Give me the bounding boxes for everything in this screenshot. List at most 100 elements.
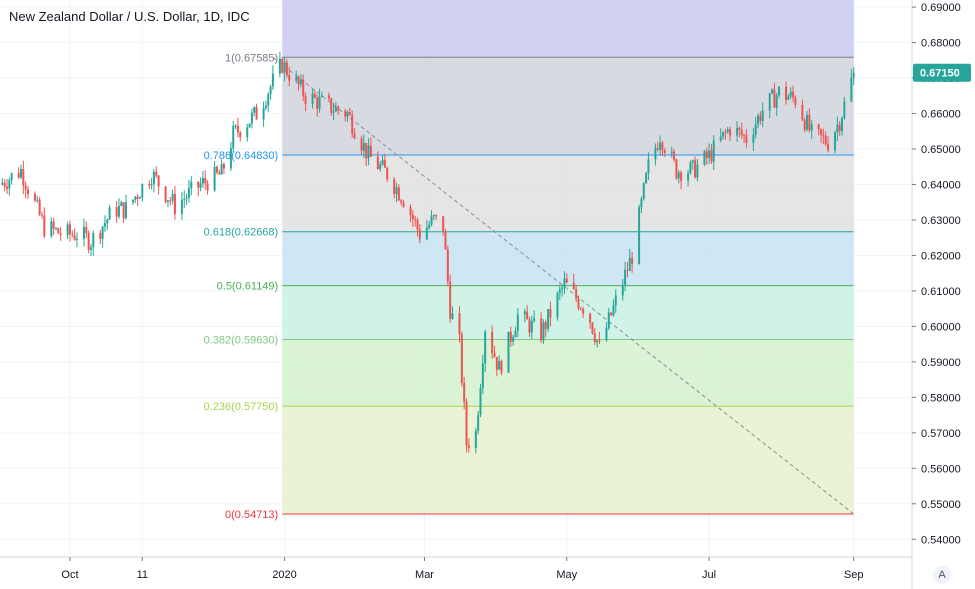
y-tick-label: 0.55000 [921,499,961,511]
candle-body [789,91,792,97]
candle-body [218,172,221,175]
candle-body [92,233,95,248]
candle-body [136,196,139,199]
candle-body [647,159,650,174]
fib-level-label: 0.786(0.64830) [204,150,279,162]
candle-body [773,89,776,108]
candle-body [271,73,274,87]
candle-body [467,445,470,448]
candle-body [330,98,333,113]
candle-body [157,175,160,187]
candle-body [512,337,515,342]
candle-body [759,115,762,122]
candle-body [302,79,305,97]
candle-body [771,89,774,94]
candle-body [432,215,435,217]
candle-body [206,183,209,191]
candle-body [376,156,379,170]
candle-body [313,93,316,98]
fib-level-label: 0.5(0.61149) [217,281,279,293]
candle-body [458,313,461,335]
candle-body [761,110,764,122]
candle-body [810,124,813,131]
candle-body [281,58,284,73]
auto-scale-button[interactable]: A [933,566,951,584]
candle-body [103,223,106,227]
candle-body [722,131,725,137]
candle-body [269,86,272,95]
candle-body [285,62,288,76]
candle-body [248,123,251,128]
candle-body [115,207,118,217]
candle-body [180,199,183,214]
y-tick-label: 0.54000 [921,534,961,546]
candle-body [234,125,237,127]
candle-body [507,331,510,373]
candle-body [710,150,713,162]
candle-body [43,215,46,237]
candle-body [712,140,715,162]
candle-body [283,62,286,73]
candle-body [474,430,477,448]
candle-body [659,142,662,150]
candle-body [220,164,223,175]
candle-body [565,278,568,283]
candle-body [5,186,8,189]
candle-body [52,221,55,229]
candle-body [743,135,746,137]
candle-body [246,127,249,138]
candle-body [229,148,232,169]
candle-body [808,114,811,131]
candle-body [645,173,648,184]
candle-body [463,383,466,402]
candle-body [540,318,543,341]
candle-body [572,282,575,290]
candle-body [250,112,253,124]
candle-body [558,289,561,294]
candle-body [850,77,853,102]
candle-body [183,198,186,200]
candle-body [514,331,517,338]
candle-body [680,172,683,181]
candle-body [703,151,706,165]
candle-body [320,95,323,97]
fib-band [282,406,854,514]
candle-body [173,193,176,214]
y-tick-label: 0.57000 [921,428,961,440]
candle-body [40,214,43,216]
candle-body [724,131,727,133]
candle-body [561,287,564,290]
fib-band [282,231,854,286]
candle-body [740,129,743,136]
candle-body [656,148,659,150]
candle-body [33,193,36,201]
symbol-title: New Zealand Dollar / U.S. Dollar, 1D, ID… [9,9,250,24]
x-tick-label: 2020 [272,569,296,581]
fib-level-label: 0.382(0.59630) [204,335,279,347]
y-tick-label: 0.64000 [921,179,961,191]
candle-body [787,96,790,100]
candle-body [775,95,778,108]
candle-body [614,295,617,306]
y-tick-label: 0.60000 [921,321,961,333]
y-tick-label: 0.66000 [921,109,961,121]
candle-body [442,216,445,232]
candle-body [481,363,484,389]
candle-body [579,308,582,310]
candle-body [736,127,739,136]
candle-body [696,164,699,178]
candle-body [288,75,291,81]
candle-body [267,94,270,106]
y-tick-label: 0.61000 [921,286,961,298]
fibonacci-retracement[interactable]: 1(0.67585) 0.786(0.64830) 0.618(0.62668) 0.… [204,0,854,521]
candle-body [444,231,447,250]
candle-body [477,414,480,431]
candle-body [598,340,601,342]
candle-body [768,93,771,111]
candle-body [638,207,641,265]
x-tick-label: Sep [844,569,864,581]
candle-body [353,133,356,139]
candle-body [334,106,337,112]
candle-body [17,173,20,178]
